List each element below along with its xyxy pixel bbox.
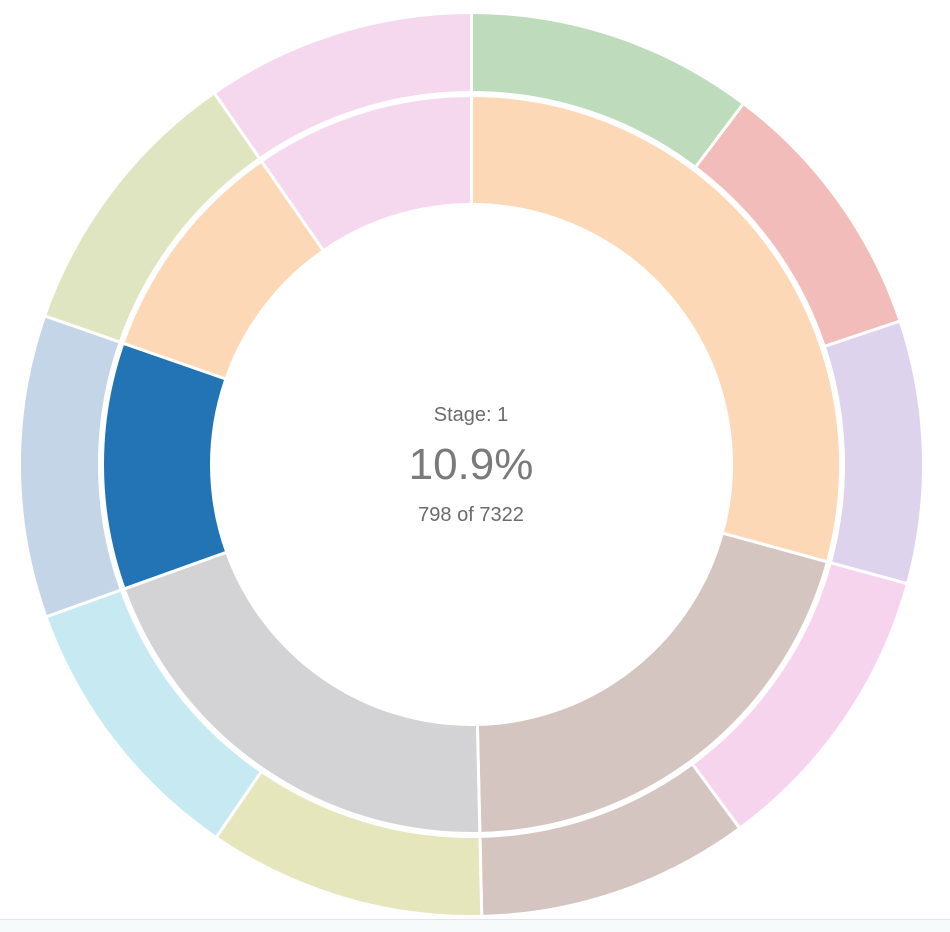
inner-ring-segment-1[interactable] [470,94,842,564]
sunburst-rings [18,11,925,918]
panel-footer-divider [0,919,950,932]
inner-ring-segment-4-selected[interactable] [101,341,229,591]
inner-ring-segment-6[interactable] [259,94,473,253]
inner-ring-segment-2[interactable] [475,531,829,835]
outer-ring-segment-10[interactable] [212,11,473,161]
